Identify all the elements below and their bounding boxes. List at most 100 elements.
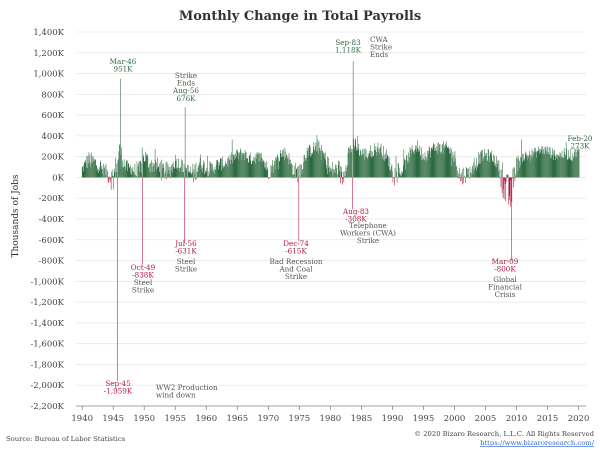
- y-tick-label: -400K: [39, 215, 65, 225]
- payroll-bar: [344, 171, 346, 178]
- website-link[interactable]: https://www.bizaroresearch.com/: [480, 439, 595, 447]
- payroll-bar: [336, 168, 337, 178]
- payroll-bar: [536, 150, 538, 178]
- payroll-bar: [120, 78, 121, 178]
- payroll-bar: [354, 137, 356, 178]
- payroll-bar: [199, 162, 200, 178]
- payroll-bar: [368, 156, 369, 178]
- annotation-line: -800K: [494, 265, 516, 274]
- payroll-bar: [166, 177, 167, 180]
- payroll-bar: [88, 152, 90, 178]
- payroll-bar: [350, 145, 351, 178]
- payroll-bar: [234, 153, 236, 178]
- payroll-bar: [484, 155, 486, 178]
- payroll-bar: [163, 163, 164, 178]
- payroll-bar: [203, 162, 205, 178]
- payroll-bar: [421, 159, 423, 178]
- payroll-bar: [129, 167, 131, 178]
- payroll-bar: [245, 153, 246, 178]
- payroll-bar: [512, 168, 514, 178]
- payroll-bar: [208, 171, 210, 178]
- annotation-line: Strike: [175, 71, 197, 80]
- payroll-bar: [385, 149, 387, 178]
- annotation-line: Ends: [370, 50, 388, 59]
- payroll-bar: [467, 168, 468, 178]
- payroll-bar: [380, 143, 382, 178]
- payroll-bar: [474, 170, 475, 178]
- payroll-bar: [444, 146, 446, 178]
- payroll-bar: [563, 148, 565, 178]
- payroll-bar: [270, 165, 272, 178]
- payroll-bar: [143, 156, 145, 178]
- payroll-bar: [93, 158, 95, 178]
- payroll-bar: [105, 175, 106, 178]
- payroll-bar: [420, 155, 421, 178]
- payroll-bar: [564, 156, 566, 178]
- payroll-bar: [332, 176, 334, 178]
- payroll-bar: [513, 167, 515, 178]
- payroll-bar: [459, 167, 460, 178]
- payroll-bar: [452, 151, 454, 178]
- payroll-bar: [173, 169, 175, 178]
- payroll-bar: [356, 150, 358, 178]
- payroll-bar: [377, 142, 379, 178]
- payroll-bar: [280, 150, 282, 178]
- payroll-bar: [420, 156, 422, 178]
- payroll-bar: [254, 161, 255, 178]
- payroll-bar: [341, 171, 343, 178]
- payroll-bar: [342, 177, 344, 180]
- payroll-bar: [225, 161, 226, 178]
- payroll-bar: [180, 166, 182, 178]
- payroll-bar: [140, 161, 141, 178]
- payroll-bar: [515, 176, 517, 178]
- payroll-bar: [440, 153, 442, 178]
- payroll-bar: [232, 163, 233, 178]
- payroll-bar: [424, 152, 426, 178]
- payroll-bar: [157, 157, 158, 178]
- payroll-bar: [254, 157, 256, 178]
- payroll-bar: [186, 177, 188, 179]
- payroll-bar: [197, 167, 199, 178]
- payroll-bar: [329, 172, 330, 178]
- payroll-bar: [401, 176, 403, 178]
- payroll-bar: [374, 143, 375, 178]
- payroll-bar: [238, 159, 239, 178]
- payroll-bar: [562, 157, 564, 178]
- payroll-bar: [100, 160, 102, 178]
- payroll-bar: [504, 177, 506, 185]
- payroll-bar: [308, 144, 310, 178]
- payroll-bar: [151, 160, 152, 178]
- payroll-bar: [502, 162, 503, 178]
- payroll-bar: [310, 153, 312, 178]
- payroll-bar: [149, 163, 150, 178]
- payroll-bar: [241, 152, 243, 178]
- payroll-bar: [439, 144, 440, 178]
- payroll-bar: [209, 174, 210, 178]
- payroll-bar: [258, 161, 260, 178]
- payroll-bar: [150, 162, 151, 178]
- payroll-bar: [228, 158, 230, 178]
- payroll-bar: [313, 146, 314, 178]
- payroll-bar: [85, 159, 86, 178]
- payroll-bar: [94, 160, 95, 178]
- payroll-bar: [320, 159, 322, 178]
- payroll-bar: [353, 148, 355, 178]
- annotation-oct49: Oct-49-838K: [131, 263, 156, 280]
- payroll-bar: [425, 156, 426, 178]
- payroll-bar: [470, 172, 471, 178]
- payroll-bar: [450, 153, 451, 178]
- y-tick-label: -800K: [39, 257, 65, 267]
- payroll-bar: [239, 154, 240, 178]
- annotation-line: Oct-49: [131, 263, 156, 272]
- y-tick-label: 0K: [52, 173, 64, 183]
- annotation-jul56: Jul-56-631K: [174, 239, 197, 256]
- payroll-bar: [526, 153, 527, 178]
- payroll-bar: [455, 158, 456, 178]
- payroll-bar: [404, 160, 406, 178]
- payroll-bar: [338, 160, 339, 178]
- payroll-bar: [302, 169, 303, 178]
- payroll-bar: [547, 146, 548, 178]
- payroll-bar: [92, 162, 93, 178]
- payroll-bar: [325, 160, 327, 178]
